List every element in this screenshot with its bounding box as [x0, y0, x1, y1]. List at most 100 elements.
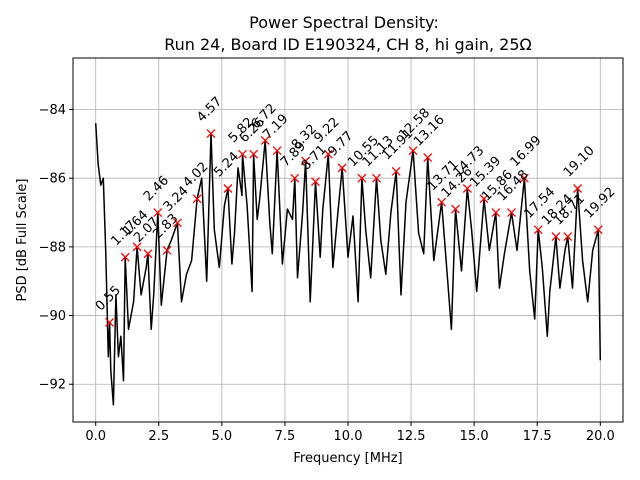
peak-marker [290, 173, 300, 183]
peak-marker-stroke [120, 252, 130, 262]
peak-marker-stroke [206, 129, 216, 139]
peak-marker-stroke [132, 242, 142, 252]
peak-label: 0.55 [93, 283, 124, 314]
peak-marker [408, 146, 418, 156]
peak-marker [105, 317, 115, 327]
peak-marker-stroke [223, 184, 233, 193]
peak-marker-stroke [423, 153, 433, 163]
peak-marker-stroke [451, 204, 460, 214]
peak-marker [153, 208, 163, 217]
peak-label: 16.99 [508, 133, 545, 170]
peak-marker [301, 156, 311, 166]
peak-marker [132, 242, 142, 252]
peak-marker [272, 146, 282, 156]
peak-marker [533, 225, 543, 235]
peak-marker [437, 197, 447, 207]
peak-marker-stroke [479, 194, 489, 204]
peak-marker-stroke [272, 146, 282, 156]
peak-marker-stroke [391, 166, 401, 176]
peak-marker-stroke [172, 218, 182, 228]
peak-marker [423, 153, 433, 163]
peak-marker [551, 232, 561, 242]
peak-marker [143, 249, 153, 259]
x-tick-label: 0.0 [85, 429, 106, 444]
peak-marker-stroke [162, 245, 172, 255]
peak-label: 19.10 [561, 143, 598, 180]
peak-marker-stroke [238, 149, 248, 159]
peak-marker [192, 194, 202, 204]
peak-marker [310, 177, 320, 187]
x-tick-label: 17.5 [523, 429, 552, 444]
peak-marker [391, 166, 401, 176]
peak-marker [162, 245, 172, 255]
peak-marker [223, 184, 233, 193]
peak-marker [323, 149, 333, 159]
y-tick-label: −92 [39, 378, 66, 393]
y-tick-label: −90 [39, 309, 66, 324]
peak-marker-stroke [357, 173, 367, 183]
peak-marker-stroke [551, 232, 561, 242]
peak-marker [491, 208, 501, 217]
peak-marker [372, 173, 381, 183]
y-axis-ticks: −92 −90 −88 −86 −84 [39, 103, 73, 393]
peak-marker [260, 135, 270, 145]
y-axis-label: PSD [dB Full Scale] [15, 178, 30, 301]
peak-marker [357, 173, 367, 183]
x-tick-label: 5.0 [212, 429, 233, 444]
chart-title: Power Spectral Density: [249, 13, 439, 32]
peak-marker [172, 218, 182, 228]
peak-marker-stroke [462, 184, 472, 193]
peak-marker-stroke [408, 146, 418, 156]
y-tick-label: −84 [39, 103, 66, 118]
peak-marker-stroke [323, 149, 333, 159]
chart-subtitle: Run 24, Board ID E190324, CH 8, hi gain,… [164, 35, 532, 54]
peak-markers [105, 129, 603, 327]
peak-label: 4.02 [180, 160, 211, 191]
peak-marker [249, 149, 259, 159]
y-tick-label: −86 [39, 172, 66, 187]
peak-marker-stroke [143, 249, 153, 259]
x-tick-label: 2.5 [148, 429, 169, 444]
y-tick-label: −88 [39, 240, 66, 255]
peak-marker [451, 204, 460, 214]
peak-marker-stroke [507, 208, 516, 217]
peak-marker-stroke [437, 197, 447, 207]
peak-marker-stroke [301, 156, 311, 166]
x-tick-label: 20.0 [586, 429, 615, 444]
peak-marker [337, 163, 347, 173]
peak-marker-stroke [249, 149, 259, 159]
peak-marker [462, 184, 472, 193]
peak-marker [507, 208, 516, 217]
x-tick-label: 10.0 [334, 429, 363, 444]
peak-annotations: 0.551.171.642.072.462.833.244.024.575.24… [93, 94, 619, 314]
grid [73, 58, 623, 422]
peak-marker-stroke [573, 184, 583, 193]
peak-marker-stroke [533, 225, 543, 235]
peak-marker [238, 149, 248, 159]
peak-marker-stroke [491, 208, 501, 217]
peak-marker [563, 232, 573, 242]
peak-marker-stroke [290, 173, 300, 183]
x-tick-label: 7.5 [275, 429, 296, 444]
x-tick-label: 15.0 [460, 429, 489, 444]
peak-marker [206, 129, 216, 139]
x-tick-label: 12.5 [397, 429, 426, 444]
peak-marker-stroke [337, 163, 347, 173]
x-axis-ticks: 0.0 2.5 5.0 7.5 10.0 12.5 15.0 17.5 20.0 [85, 422, 615, 444]
peak-marker [593, 225, 603, 235]
peak-marker [479, 194, 489, 204]
peak-marker-stroke [593, 225, 603, 235]
peak-marker-stroke [372, 173, 381, 183]
peak-marker-stroke [310, 177, 320, 187]
x-axis-label: Frequency [MHz] [293, 451, 402, 466]
peak-marker-stroke [260, 135, 270, 145]
peak-marker [120, 252, 130, 262]
peak-marker-stroke [105, 317, 115, 327]
peak-marker [519, 173, 529, 183]
peak-marker-stroke [153, 208, 163, 217]
peak-marker-stroke [519, 173, 529, 183]
peak-marker-stroke [563, 232, 573, 242]
peak-marker [573, 184, 583, 193]
peak-marker-stroke [192, 194, 202, 204]
